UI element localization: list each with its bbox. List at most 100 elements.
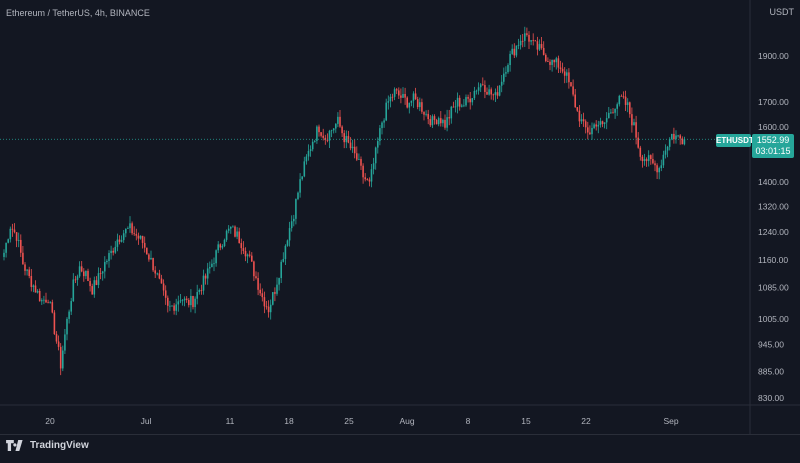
candle-body[interactable]: [427, 113, 429, 120]
candle-body[interactable]: [70, 301, 72, 312]
candle-body[interactable]: [74, 279, 77, 281]
candle-body[interactable]: [358, 159, 360, 160]
candle-body[interactable]: [135, 234, 138, 236]
candle-body[interactable]: [675, 135, 677, 140]
candle-body[interactable]: [660, 165, 663, 169]
candle-body[interactable]: [181, 300, 184, 302]
candle-body[interactable]: [108, 253, 110, 261]
candle-body[interactable]: [101, 271, 104, 274]
candle-body[interactable]: [66, 318, 68, 335]
candle-body[interactable]: [106, 260, 108, 263]
candle-body[interactable]: [234, 226, 236, 237]
candle-body[interactable]: [253, 261, 255, 277]
candle-body[interactable]: [519, 40, 522, 46]
candle-body[interactable]: [555, 58, 558, 63]
candle-body[interactable]: [20, 239, 22, 253]
candle-body[interactable]: [278, 278, 280, 285]
candle-body[interactable]: [349, 142, 352, 149]
candle-body[interactable]: [339, 116, 341, 127]
candle-body[interactable]: [80, 266, 83, 272]
candle-body[interactable]: [372, 163, 375, 170]
candle-body[interactable]: [118, 239, 121, 242]
candle-body[interactable]: [463, 105, 465, 107]
candle-body[interactable]: [64, 334, 66, 351]
candle-body[interactable]: [53, 312, 56, 335]
candle-body[interactable]: [120, 240, 123, 242]
candle-body[interactable]: [486, 91, 488, 95]
candle-body[interactable]: [423, 111, 425, 115]
candle-body[interactable]: [536, 41, 539, 50]
candle-body[interactable]: [362, 165, 364, 178]
candle-body[interactable]: [404, 93, 406, 98]
candle-body[interactable]: [316, 126, 318, 141]
candle-body[interactable]: [500, 81, 503, 86]
candle-body[interactable]: [389, 96, 392, 102]
candle-body[interactable]: [257, 278, 259, 290]
candle-body[interactable]: [582, 119, 585, 122]
candle-body[interactable]: [387, 101, 390, 103]
candle-body[interactable]: [299, 179, 301, 193]
candle-body[interactable]: [213, 263, 215, 265]
candle-body[interactable]: [17, 239, 20, 241]
candle-body[interactable]: [482, 84, 484, 86]
candle-body[interactable]: [515, 45, 518, 56]
candle-body[interactable]: [286, 240, 289, 246]
candle-body[interactable]: [545, 54, 547, 62]
candle-body[interactable]: [351, 146, 354, 149]
candle-body[interactable]: [526, 33, 528, 35]
candle-body[interactable]: [43, 299, 45, 301]
candle-body[interactable]: [587, 127, 589, 133]
candle-body[interactable]: [584, 121, 587, 128]
candle-body[interactable]: [55, 334, 58, 342]
candle-body[interactable]: [188, 299, 190, 306]
candle-body[interactable]: [322, 135, 324, 138]
candle-body[interactable]: [274, 292, 276, 294]
candle-body[interactable]: [227, 228, 230, 231]
candle-body[interactable]: [467, 97, 469, 99]
candle-body[interactable]: [534, 40, 537, 42]
candle-body[interactable]: [284, 245, 287, 260]
candle-body[interactable]: [41, 300, 43, 302]
candle-body[interactable]: [431, 116, 434, 126]
candle-body[interactable]: [341, 126, 343, 134]
candle-body[interactable]: [484, 85, 486, 92]
candle-body[interactable]: [368, 179, 371, 182]
candle-body[interactable]: [671, 133, 673, 139]
candle-body[interactable]: [125, 228, 127, 234]
candle-body[interactable]: [238, 231, 240, 244]
candle-body[interactable]: [290, 221, 293, 229]
candle-body[interactable]: [601, 121, 604, 124]
candle-body[interactable]: [511, 48, 513, 54]
candle-body[interactable]: [488, 89, 490, 95]
candle-body[interactable]: [192, 295, 194, 308]
candle-body[interactable]: [645, 159, 648, 162]
candle-body[interactable]: [456, 97, 459, 107]
candle-body[interactable]: [202, 275, 205, 291]
candle-body[interactable]: [259, 289, 261, 294]
candle-body[interactable]: [15, 232, 18, 241]
candle-body[interactable]: [104, 262, 106, 272]
candle-body[interactable]: [198, 290, 201, 293]
candle-body[interactable]: [57, 341, 60, 347]
candle-body[interactable]: [444, 119, 446, 128]
candle-body[interactable]: [154, 270, 156, 274]
candle-body[interactable]: [3, 252, 5, 257]
candle-body[interactable]: [328, 130, 331, 141]
candle-body[interactable]: [353, 146, 356, 154]
candle-body[interactable]: [528, 34, 530, 42]
candle-body[interactable]: [616, 104, 618, 109]
candle-body[interactable]: [540, 44, 543, 48]
candle-body[interactable]: [530, 40, 532, 42]
candle-body[interactable]: [414, 93, 417, 100]
candle-body[interactable]: [51, 302, 54, 313]
candle-body[interactable]: [666, 146, 669, 151]
candle-body[interactable]: [631, 114, 633, 126]
candle-body[interactable]: [643, 159, 646, 162]
candle-body[interactable]: [557, 58, 560, 68]
candle-body[interactable]: [122, 233, 125, 241]
candle-body[interactable]: [379, 128, 381, 142]
candle-body[interactable]: [196, 292, 198, 299]
candle-body[interactable]: [59, 346, 62, 369]
candle-body[interactable]: [610, 112, 612, 114]
candle-body[interactable]: [343, 133, 345, 143]
